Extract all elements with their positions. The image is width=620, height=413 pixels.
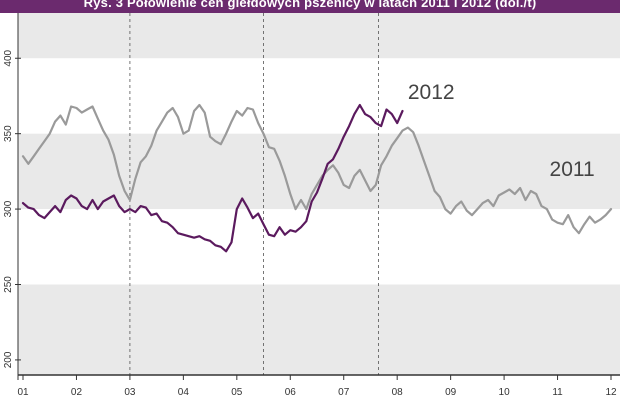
x-tick-label: 04 [178, 387, 190, 398]
x-tick-label: 07 [338, 387, 350, 398]
x-tick-label: 09 [445, 387, 457, 398]
y-tick-label: 400 [3, 49, 14, 66]
x-tick-label: 06 [285, 387, 297, 398]
x-tick-label: 03 [124, 387, 136, 398]
grid-band [18, 13, 620, 59]
y-tick-label: 250 [3, 276, 14, 293]
x-tick-label: 10 [499, 387, 511, 398]
y-tick-label: 300 [3, 200, 14, 217]
title-bar: Rys. 3 Połowienie cen giełdowych pszenic… [0, 0, 620, 13]
series-label-2011: 2011 [550, 158, 595, 181]
grid-band [18, 284, 620, 375]
y-tick-label: 200 [3, 351, 14, 368]
x-tick-label: 12 [605, 387, 617, 398]
series-line-2012 [21, 103, 404, 253]
x-tick-label: 01 [17, 387, 29, 398]
series-label-2012: 2012 [408, 81, 455, 104]
x-tick-label: 08 [392, 387, 404, 398]
chart-title: Rys. 3 Połowienie cen giełdowych pszenic… [83, 0, 537, 10]
x-tick-label: 11 [552, 387, 563, 398]
x-tick-label: 05 [231, 387, 243, 398]
series-line-2011 [21, 103, 613, 235]
y-tick-label: 350 [3, 125, 14, 142]
x-tick-label: 02 [71, 387, 83, 398]
